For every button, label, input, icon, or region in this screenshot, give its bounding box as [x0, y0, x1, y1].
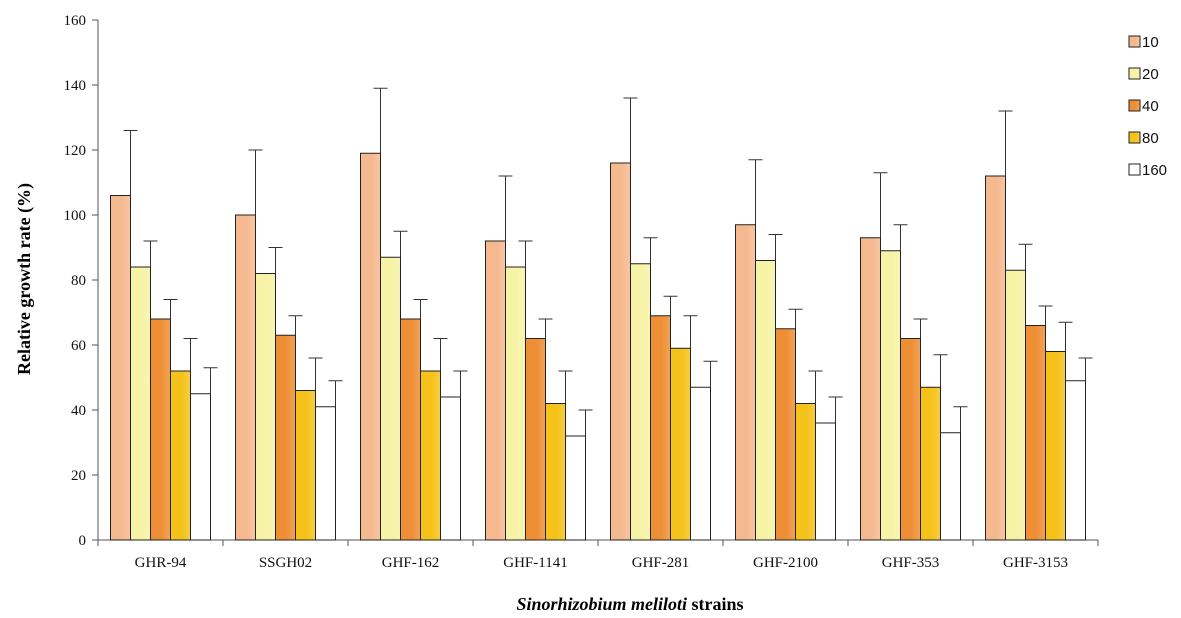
legend-swatch [1128, 99, 1141, 112]
bars [110, 87, 1093, 541]
y-axis-title: Relative growth rate (%) [14, 183, 35, 375]
x-tick-label: GHF-3153 [1003, 555, 1068, 571]
legend-label: 80 [1142, 130, 1159, 147]
x-tick-label: GHF-353 [882, 555, 940, 571]
y-tick-label: 140 [64, 78, 87, 94]
bar [670, 347, 691, 541]
bar [275, 334, 296, 541]
bar [630, 263, 651, 541]
bar [860, 237, 881, 541]
legend-label: 160 [1142, 162, 1167, 179]
bar [565, 435, 586, 541]
bar [235, 214, 256, 541]
x-axis-title-rest: strains [687, 594, 744, 614]
legend-swatch [1128, 163, 1141, 176]
y-tick-label: 40 [71, 403, 86, 419]
bar [1005, 269, 1026, 541]
bar [650, 315, 671, 541]
bar [525, 338, 546, 541]
legend-swatch [1128, 35, 1141, 48]
bar [485, 240, 506, 541]
legend-swatch [1128, 131, 1141, 144]
y-tick-label: 60 [71, 338, 86, 354]
bar [1045, 351, 1066, 541]
legend-label: 10 [1142, 34, 1159, 51]
x-tick-label: GHF-2100 [753, 555, 818, 571]
x-tick-label: GHF-162 [382, 555, 440, 571]
bar [400, 318, 421, 541]
x-axis-title-italic: Sinorhizobium meliloti [516, 594, 687, 614]
y-tick-label: 120 [64, 143, 87, 159]
y-tick-label: 20 [71, 468, 86, 484]
bar [170, 370, 191, 541]
bar [755, 260, 776, 541]
bar [130, 266, 151, 541]
y-axis: 0 20 40 60 80 100 120 140 160 [64, 13, 99, 549]
x-tick-label: SSGH02 [259, 555, 312, 571]
bar [815, 422, 836, 541]
bar [940, 432, 961, 541]
bar [420, 370, 441, 541]
bar [735, 224, 756, 541]
bar [255, 273, 276, 541]
bar [110, 195, 131, 541]
legend: 10 20 40 80 160 [1128, 34, 1167, 179]
bar [880, 250, 901, 541]
bar [1025, 325, 1046, 541]
legend-swatch [1128, 67, 1141, 80]
legend-label: 20 [1142, 66, 1159, 83]
bar [545, 403, 566, 541]
bar [190, 393, 211, 541]
bar [440, 396, 461, 541]
x-axis-title: Sinorhizobium meliloti strains [516, 594, 743, 614]
bar [1065, 380, 1086, 541]
bar [920, 386, 941, 541]
x-tick-label: GHR-94 [135, 555, 187, 571]
x-tick-label: GHF-1141 [503, 555, 567, 571]
bar [380, 256, 401, 541]
bar [610, 162, 631, 541]
x-axis: GHR-94 SSGH02 GHF-162 GHF-1141 GHF-281 GHF-21… [97, 539, 1099, 571]
bar [795, 403, 816, 541]
bar [360, 152, 381, 541]
bar [315, 406, 336, 541]
bar [690, 386, 711, 541]
legend-label: 40 [1142, 98, 1159, 115]
y-tick-label: 80 [71, 273, 86, 289]
bar [985, 175, 1006, 541]
y-tick-label: 160 [64, 13, 87, 29]
y-tick-label: 100 [64, 208, 87, 224]
y-tick-label: 0 [79, 533, 87, 549]
bar [150, 318, 171, 541]
bar [295, 390, 316, 541]
bar [775, 328, 796, 541]
x-tick-label: GHF-281 [632, 555, 690, 571]
bar [505, 266, 526, 541]
bar [900, 338, 921, 541]
